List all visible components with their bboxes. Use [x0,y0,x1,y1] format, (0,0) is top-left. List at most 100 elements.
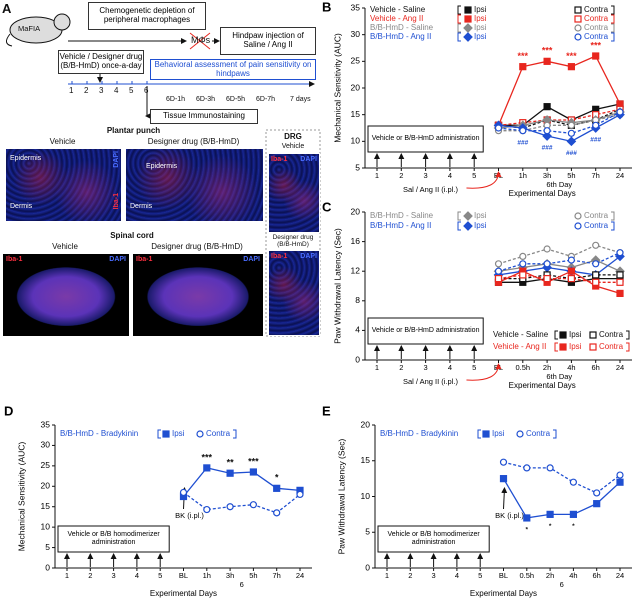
data-point [616,289,624,297]
series-line [503,461,621,494]
x-tick-label: BL [179,571,188,580]
legend-bracket [611,211,615,221]
injection-label: BK (i.pl.) [175,511,204,520]
x-axis-label: Experimental Days [470,589,537,598]
x-tick-label: 0.5h [515,363,530,372]
y-axis-label: Mechanical Sensitivity (AUC) [16,442,26,552]
significance: *** [248,456,259,466]
x-tick-label: 3h [226,571,234,580]
data-point [592,121,600,129]
plantar-title: Plantar punch [106,126,161,135]
x-tick-label: 4h [569,571,577,580]
y-tick-label: 0 [355,354,360,364]
legend-bracket [457,14,461,24]
significance: *** [202,452,213,462]
micrograph: Epidermis Dermis [125,148,264,222]
stain-label: DAPI [243,256,260,263]
series-line [498,111,621,134]
data-point [546,464,554,472]
legend-group: Vehicle - Ang II [493,342,546,351]
x-tick-label: 3 [424,363,428,372]
legend-marker [574,24,582,32]
x-tick-label: 0.5h [519,571,534,580]
y-tick-label: 25 [351,56,361,66]
stain-label: Iba-1 [6,256,23,263]
injection-arrow [501,487,508,510]
y-tick-label: 20 [361,419,371,429]
legend-label: Contra [584,5,609,14]
data-point [567,275,576,283]
x-tick-label: 5 [478,571,482,580]
data-point [546,510,554,518]
treatment-text: Vehicle or B/B homodimerizer administrat… [387,531,480,546]
data-point [543,275,551,283]
legend-bracket [553,429,557,439]
legend-marker [574,15,582,23]
significance: *** [542,46,553,56]
data-point [542,131,552,141]
depletion-box: Chemogenetic depletion of peripheral mac… [88,2,206,30]
x-tick-label: 2h [546,571,554,580]
x-tick-label: 6h [593,571,601,580]
stain-label: Iba-1 [136,256,153,263]
legend-bracket [157,429,161,439]
legend-label: Contra [599,330,624,339]
legend-marker [196,430,204,438]
legend-label: Contra [584,14,609,23]
x-tick-label: 24 [616,171,624,180]
legend-bracket [457,32,461,42]
significance: * [526,527,529,534]
series-line [183,491,301,514]
data-point [567,256,576,264]
cells-label: MΦs [191,35,211,45]
image-label: Designer drug (B/B-HmD) [147,137,240,146]
series-line [498,274,620,283]
legend-bracket [626,330,630,340]
legend-bracket [554,342,558,352]
legend-group: B/B-HmD - Ang II [370,221,431,230]
legend-bracket [457,5,461,15]
tissue-box: Tissue Immunostaining [150,109,258,124]
legend-bracket [233,429,237,439]
legend-group: Vehicle - Ang II [370,14,423,23]
legend-marker [162,430,170,438]
y-axis-label: Paw Withdrawal Latency (Sec) [332,228,342,344]
timepoint: 7 days [290,96,311,103]
legend-bracket [457,211,461,221]
legend-marker [574,222,582,230]
data-point [296,490,304,499]
x-tick-label: 2 [399,171,403,180]
data-point [494,260,503,268]
data-point [519,260,527,268]
data-point [226,503,234,511]
legend-group: B/B-HmD - Ang II [370,32,431,41]
data-point [616,108,624,116]
y-tick-label: 0 [365,562,370,572]
x-tick-label: 4 [448,171,452,180]
data-point [567,63,576,71]
legend-marker [464,6,472,14]
y-tick-label: 35 [41,419,51,429]
legend-label: Contra [526,429,551,438]
y-tick-label: 16 [351,236,361,246]
x-axis-label: Experimental Days [509,189,576,198]
y-tick-label: 4 [355,325,360,335]
legend-bracket [554,330,558,340]
x-tick-label: 24 [616,571,624,580]
data-point [523,464,531,472]
data-point [226,469,234,477]
data-point [543,245,551,253]
y-tick-label: 8 [355,295,360,305]
timeline-day: 6 [144,86,149,95]
series-line [497,55,621,126]
legend-label: Ipsi [569,330,582,339]
layer-label: Dermis [10,203,33,210]
treatment-box [377,525,490,553]
x-tick-label: 4 [448,363,452,372]
legend-label: Contra [584,221,609,230]
data-point [567,129,576,137]
legend-label: Contra [599,342,624,351]
x-tick-label: 1 [65,571,69,580]
x-tick-label: 2h [543,363,551,372]
data-point [616,471,624,479]
